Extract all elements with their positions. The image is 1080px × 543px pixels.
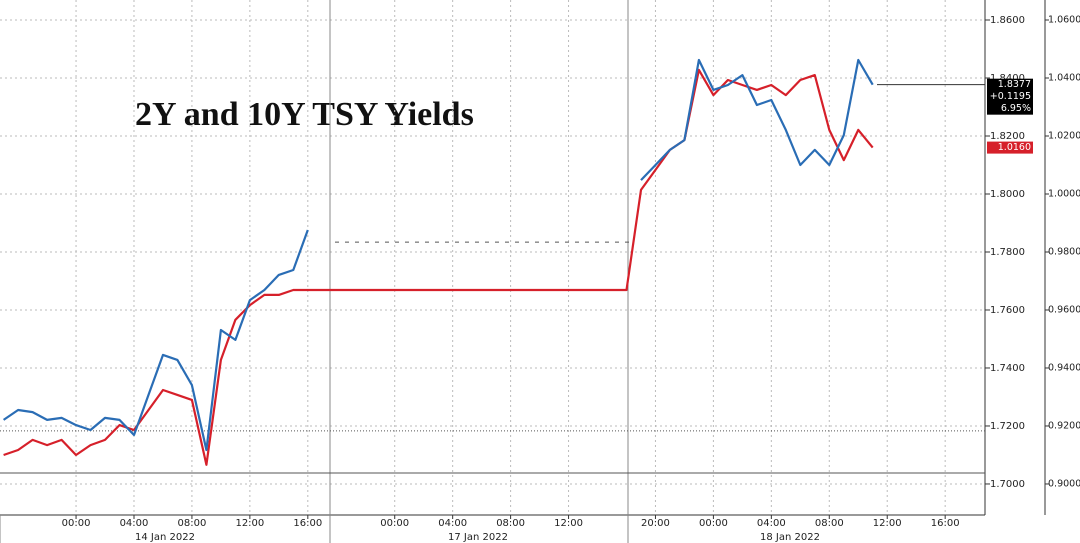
y2-tick-label: 0.9000 (1048, 478, 1080, 489)
y-tick-label: 1.8400 (990, 73, 1025, 84)
x-tick-label: 12:00 (554, 518, 583, 529)
y-tick-label: 1.7800 (990, 247, 1025, 258)
y-tick-label: 1.7000 (990, 479, 1025, 490)
last-value-change: +0.1195 (990, 91, 1031, 102)
last-value-label: 1.0160 (998, 142, 1031, 153)
y2-tick-label: 0.9800 (1048, 246, 1080, 257)
y-tick-label: 1.8200 (990, 131, 1025, 142)
x-tick-label: 20:00 (641, 518, 670, 529)
y2-tick-label: 0.9200 (1048, 420, 1080, 431)
y2-tick-label: 0.9600 (1048, 304, 1080, 315)
x-tick-label: 00:00 (699, 518, 728, 529)
y-tick-label: 1.8000 (990, 189, 1025, 200)
x-tick-label: 08:00 (815, 518, 844, 529)
y2-tick-label: 1.0400 (1048, 73, 1080, 84)
series-line (2, 58, 874, 452)
last-value-label: 1.8377 (998, 79, 1031, 90)
x-tick-label: 04:00 (120, 518, 149, 529)
series-line (3, 68, 874, 466)
last-value-change-pct: 6.95% (1001, 103, 1031, 114)
x-tick-label: 12:00 (873, 518, 902, 529)
x-tick-label: 16:00 (293, 518, 322, 529)
x-tick-label: 08:00 (496, 518, 525, 529)
x-tick-label: 00:00 (380, 518, 409, 529)
x-tick-label: 08:00 (178, 518, 207, 529)
x-tick-label: 04:00 (757, 518, 786, 529)
date-label: 18 Jan 2022 (760, 532, 820, 543)
y2-tick-label: 1.0600 (1048, 15, 1080, 26)
last-value-box (987, 141, 1033, 154)
date-label: 14 Jan 2022 (135, 532, 195, 543)
y-tick-label: 1.7400 (990, 363, 1025, 374)
chart-title: 2Y and 10Y TSY Yields (135, 96, 474, 133)
x-tick-label: 04:00 (438, 518, 467, 529)
x-tick-label: 16:00 (931, 518, 960, 529)
x-tick-label: 00:00 (62, 518, 91, 529)
y2-tick-label: 0.9400 (1048, 362, 1080, 373)
x-tick-label: 12:00 (235, 518, 264, 529)
last-value-box (987, 78, 1033, 115)
y-tick-label: 1.8600 (990, 15, 1025, 26)
y2-tick-label: 1.0200 (1048, 130, 1080, 141)
y-tick-label: 1.7200 (990, 421, 1025, 432)
y-tick-label: 1.7600 (990, 305, 1025, 316)
date-label: 17 Jan 2022 (448, 532, 508, 543)
y2-tick-label: 1.0000 (1048, 188, 1080, 199)
